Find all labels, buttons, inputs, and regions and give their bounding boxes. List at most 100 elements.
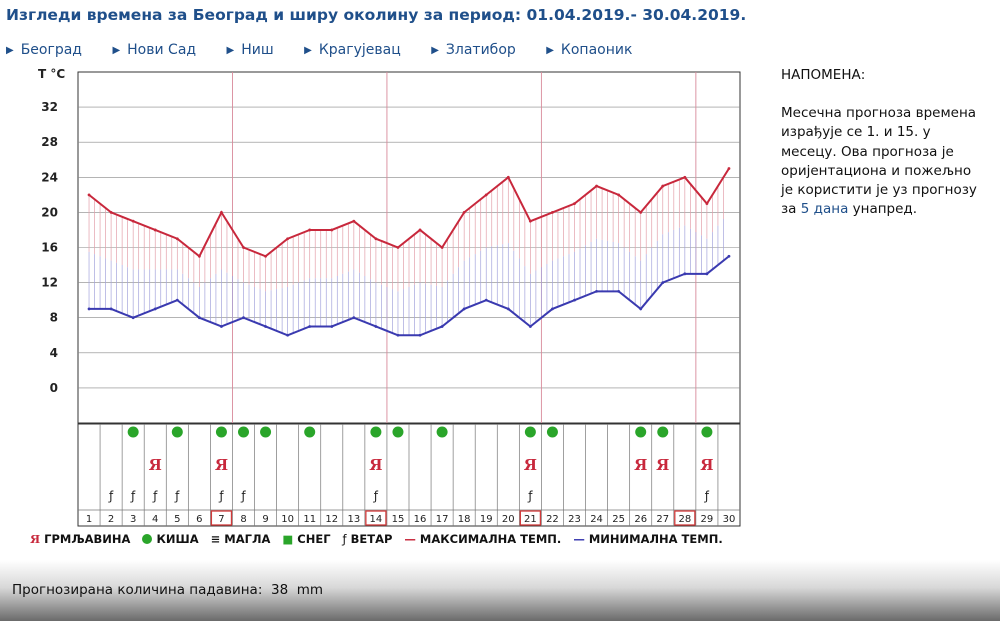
min-temp-point [683, 272, 687, 276]
min-temp-point [87, 307, 91, 311]
legend-label: ГРМЉАВИНА [44, 532, 131, 546]
precipitation-summary: Прогнозирана количина падавина: 38 mm [12, 582, 323, 598]
y-tick-label: 8 [50, 311, 58, 325]
day-number-label: 25 [612, 514, 625, 525]
max-temp-point [528, 219, 532, 223]
max-temp-point [573, 202, 576, 206]
nav-link-label: Крагујевац [318, 42, 401, 58]
rain-icon [392, 426, 404, 438]
max-temp-point [396, 246, 400, 249]
y-tick-label: 16 [41, 241, 58, 255]
legend-min-temp: — МИНИМАЛНА ТЕМП. [573, 532, 722, 546]
nav-link-nis[interactable]: ▶ Ниш [227, 42, 274, 58]
rain-icon [436, 426, 448, 438]
nav-link-label: Београд [20, 42, 82, 58]
legend-snow: ■ СНЕГ [282, 532, 330, 546]
arrow-right-icon: ▶ [546, 45, 554, 56]
max-temp-point [617, 193, 621, 197]
nav-link-zlatibor[interactable]: ▶ Златибор [431, 42, 516, 58]
legend-label: СНЕГ [297, 532, 331, 546]
arrow-right-icon: ▶ [6, 45, 14, 56]
day-number-label: 19 [480, 514, 493, 525]
nav-link-kopaonik[interactable]: ▶ Копаоник [546, 42, 632, 58]
day-number-label: 12 [325, 514, 338, 525]
min-temp-point [506, 307, 510, 311]
day-number-label: 7 [218, 514, 224, 525]
wind-icon: ƒ [527, 489, 533, 503]
day-number-label: 3 [130, 514, 136, 525]
max-temp-point [506, 175, 510, 179]
nav-link-novi-sad[interactable]: ▶ Нови Сад [112, 42, 196, 58]
min-temp-point [352, 316, 356, 320]
day-number-label: 17 [436, 514, 449, 525]
max-temp-point [109, 211, 113, 214]
y-axis-label: T °C [38, 67, 65, 81]
min-temp-point [727, 254, 731, 258]
wind-icon: ƒ [174, 489, 180, 503]
min-temp-point [573, 298, 576, 302]
day-number-label: 4 [152, 514, 158, 525]
rain-icon [370, 426, 382, 438]
note-body: Месечна прогноза времена израђује се 1. … [781, 104, 986, 219]
day-number-label: 16 [414, 514, 427, 525]
day-number-label: 23 [568, 514, 581, 525]
min-temp-point [440, 325, 444, 328]
min-temp-point [396, 333, 400, 337]
arrow-right-icon: ▶ [431, 45, 439, 56]
day-number-label: 5 [174, 514, 180, 525]
day-number-label: 9 [262, 514, 268, 525]
nav-link-label: Златибор [445, 42, 516, 58]
day-number-label: 2 [108, 514, 114, 525]
fog-icon: ≡ [210, 532, 221, 546]
max-temp-point [661, 184, 665, 188]
five-day-link[interactable]: 5 дана [800, 201, 849, 218]
max-temp-point [87, 193, 91, 197]
y-tick-label: 4 [50, 346, 58, 360]
thunder-icon: Я [700, 456, 713, 474]
day-number-label: 26 [634, 514, 647, 525]
min-temp-point [175, 298, 179, 302]
chart-legend: Я ГРМЉАВИНА КИША ≡ МАГЛА ■ СНЕГ ƒ ВЕТАР — МАК… [30, 532, 731, 546]
min-temp-point [661, 281, 665, 284]
precip-unit: mm [296, 582, 324, 598]
wind-icon: ƒ [218, 489, 224, 503]
nav-link-kragujevac[interactable]: ▶ Крагујевац [304, 42, 401, 58]
max-temp-point [153, 228, 157, 232]
day-highlight-box [519, 510, 542, 526]
max-temp-point [264, 254, 267, 258]
note-heading: НАПОМЕНА: [781, 67, 866, 83]
max-temp-point [330, 228, 334, 232]
min-temp-point [528, 325, 532, 328]
day-highlight-box [674, 510, 696, 526]
min-temp-point [242, 316, 245, 320]
legend-rain: КИША [142, 532, 199, 546]
rain-icon [524, 426, 536, 438]
max-temp-point [418, 228, 422, 232]
min-temp-point [330, 325, 334, 328]
nav-link-beograd[interactable]: ▶ Београд [6, 42, 82, 58]
rain-icon [127, 426, 139, 438]
wind-icon: ƒ [342, 532, 347, 546]
legend-label: МАКСИМАЛНА ТЕМП. [419, 532, 562, 546]
max-temp-point [175, 237, 179, 241]
note-text: Месечна прогноза времена израђује се 1. … [781, 105, 977, 218]
rain-icon [171, 426, 183, 438]
arrow-right-icon: ▶ [112, 45, 121, 56]
min-temp-point [131, 316, 135, 320]
rain-icon [701, 426, 713, 438]
legend-label: КИША [156, 532, 199, 546]
legend-label: МАГЛА [224, 532, 271, 546]
thunder-icon: Я [149, 456, 162, 474]
legend-thunder: Я ГРМЉАВИНА [30, 532, 130, 546]
day-number-label: 30 [723, 514, 736, 525]
day-number-label: 18 [458, 514, 471, 525]
max-temp-point [197, 254, 201, 258]
min-temp-point [374, 325, 378, 328]
day-number-label: 29 [701, 514, 714, 525]
legend-max-temp: — МАКСИМАЛНА ТЕМП. [404, 532, 561, 546]
rain-icon [546, 426, 558, 438]
wind-icon: ƒ [152, 489, 158, 503]
thunder-icon: Я [524, 456, 537, 474]
y-tick-label: 24 [41, 170, 58, 184]
wind-icon: ƒ [240, 489, 246, 503]
